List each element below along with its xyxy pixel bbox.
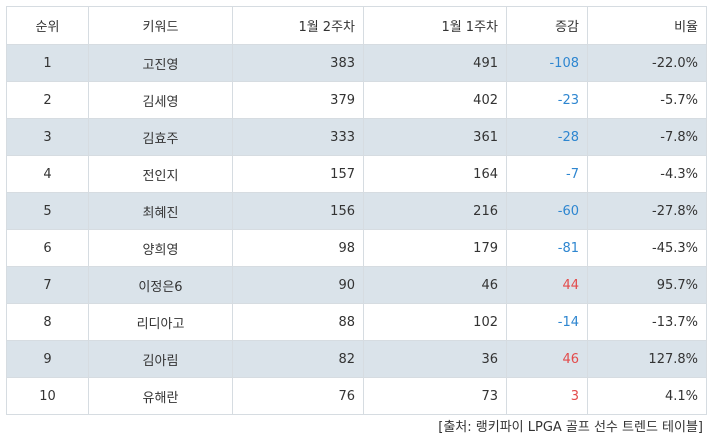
cell-change: -81 <box>506 229 588 267</box>
cell-week2: 383 <box>232 44 364 82</box>
cell-rank: 7 <box>6 266 89 304</box>
table-row: 8 리디아고 88 102 -14 -13.7% <box>6 303 707 341</box>
cell-rank: 10 <box>6 377 89 415</box>
cell-keyword: 김세영 <box>88 81 233 119</box>
cell-ratio: -27.8% <box>587 192 707 230</box>
cell-keyword: 김효주 <box>88 118 233 156</box>
cell-week2: 88 <box>232 303 364 341</box>
cell-week1: 361 <box>363 118 507 156</box>
cell-week1: 402 <box>363 81 507 119</box>
cell-week1: 73 <box>363 377 507 415</box>
cell-change: 3 <box>506 377 588 415</box>
cell-ratio: 4.1% <box>587 377 707 415</box>
header-ratio: 비율 <box>587 6 707 45</box>
ranking-table: 순위 키워드 1월 2주차 1월 1주차 증감 비율 1 고진영 383 491 -10… <box>6 6 707 415</box>
cell-rank: 5 <box>6 192 89 230</box>
cell-change: -28 <box>506 118 588 156</box>
cell-week2: 333 <box>232 118 364 156</box>
header-week2: 1월 2주차 <box>232 6 364 45</box>
cell-keyword: 고진영 <box>88 44 233 82</box>
table-row: 10 유해란 76 73 3 4.1% <box>6 377 707 415</box>
cell-change: -14 <box>506 303 588 341</box>
cell-ratio: -13.7% <box>587 303 707 341</box>
cell-week2: 90 <box>232 266 364 304</box>
cell-rank: 9 <box>6 340 89 378</box>
table-row: 1 고진영 383 491 -108 -22.0% <box>6 44 707 82</box>
cell-week1: 179 <box>363 229 507 267</box>
cell-rank: 8 <box>6 303 89 341</box>
cell-ratio: 95.7% <box>587 266 707 304</box>
cell-ratio: -7.8% <box>587 118 707 156</box>
cell-rank: 6 <box>6 229 89 267</box>
cell-week2: 379 <box>232 81 364 119</box>
header-keyword: 키워드 <box>88 6 233 45</box>
cell-week2: 156 <box>232 192 364 230</box>
cell-change: -23 <box>506 81 588 119</box>
cell-rank: 4 <box>6 155 89 193</box>
cell-ratio: -45.3% <box>587 229 707 267</box>
source-note: [출처: 랭키파이 LPGA 골프 선수 트렌드 테이블] <box>438 420 703 435</box>
table-row: 6 양희영 98 179 -81 -45.3% <box>6 229 707 267</box>
table-row: 5 최혜진 156 216 -60 -27.8% <box>6 192 707 230</box>
header-rank: 순위 <box>6 6 89 45</box>
cell-rank: 2 <box>6 81 89 119</box>
table-row: 3 김효주 333 361 -28 -7.8% <box>6 118 707 156</box>
cell-week1: 491 <box>363 44 507 82</box>
cell-keyword: 최혜진 <box>88 192 233 230</box>
cell-ratio: -4.3% <box>587 155 707 193</box>
cell-keyword: 전인지 <box>88 155 233 193</box>
cell-rank: 1 <box>6 44 89 82</box>
cell-week2: 98 <box>232 229 364 267</box>
cell-week2: 82 <box>232 340 364 378</box>
table-row: 9 김아림 82 36 46 127.8% <box>6 340 707 378</box>
cell-keyword: 유해란 <box>88 377 233 415</box>
header-week1: 1월 1주차 <box>363 6 507 45</box>
cell-keyword: 김아림 <box>88 340 233 378</box>
cell-week2: 76 <box>232 377 364 415</box>
header-change: 증감 <box>506 6 588 45</box>
cell-week1: 164 <box>363 155 507 193</box>
cell-keyword: 이정은6 <box>88 266 233 304</box>
table-row: 4 전인지 157 164 -7 -4.3% <box>6 155 707 193</box>
cell-keyword: 리디아고 <box>88 303 233 341</box>
cell-rank: 3 <box>6 118 89 156</box>
table-row: 2 김세영 379 402 -23 -5.7% <box>6 81 707 119</box>
table-body: 1 고진영 383 491 -108 -22.0% 2 김세영 379 402 -23 -5.7% 3 김… <box>6 44 707 415</box>
cell-week1: 102 <box>363 303 507 341</box>
cell-ratio: -22.0% <box>587 44 707 82</box>
cell-change: 44 <box>506 266 588 304</box>
cell-keyword: 양희영 <box>88 229 233 267</box>
cell-ratio: -5.7% <box>587 81 707 119</box>
cell-change: -7 <box>506 155 588 193</box>
cell-week1: 216 <box>363 192 507 230</box>
cell-change: 46 <box>506 340 588 378</box>
cell-change: -60 <box>506 192 588 230</box>
cell-week1: 36 <box>363 340 507 378</box>
cell-week2: 157 <box>232 155 364 193</box>
cell-ratio: 127.8% <box>587 340 707 378</box>
cell-change: -108 <box>506 44 588 82</box>
cell-week1: 46 <box>363 266 507 304</box>
table-header-row: 순위 키워드 1월 2주차 1월 1주차 증감 비율 <box>6 6 707 45</box>
table-row: 7 이정은6 90 46 44 95.7% <box>6 266 707 304</box>
